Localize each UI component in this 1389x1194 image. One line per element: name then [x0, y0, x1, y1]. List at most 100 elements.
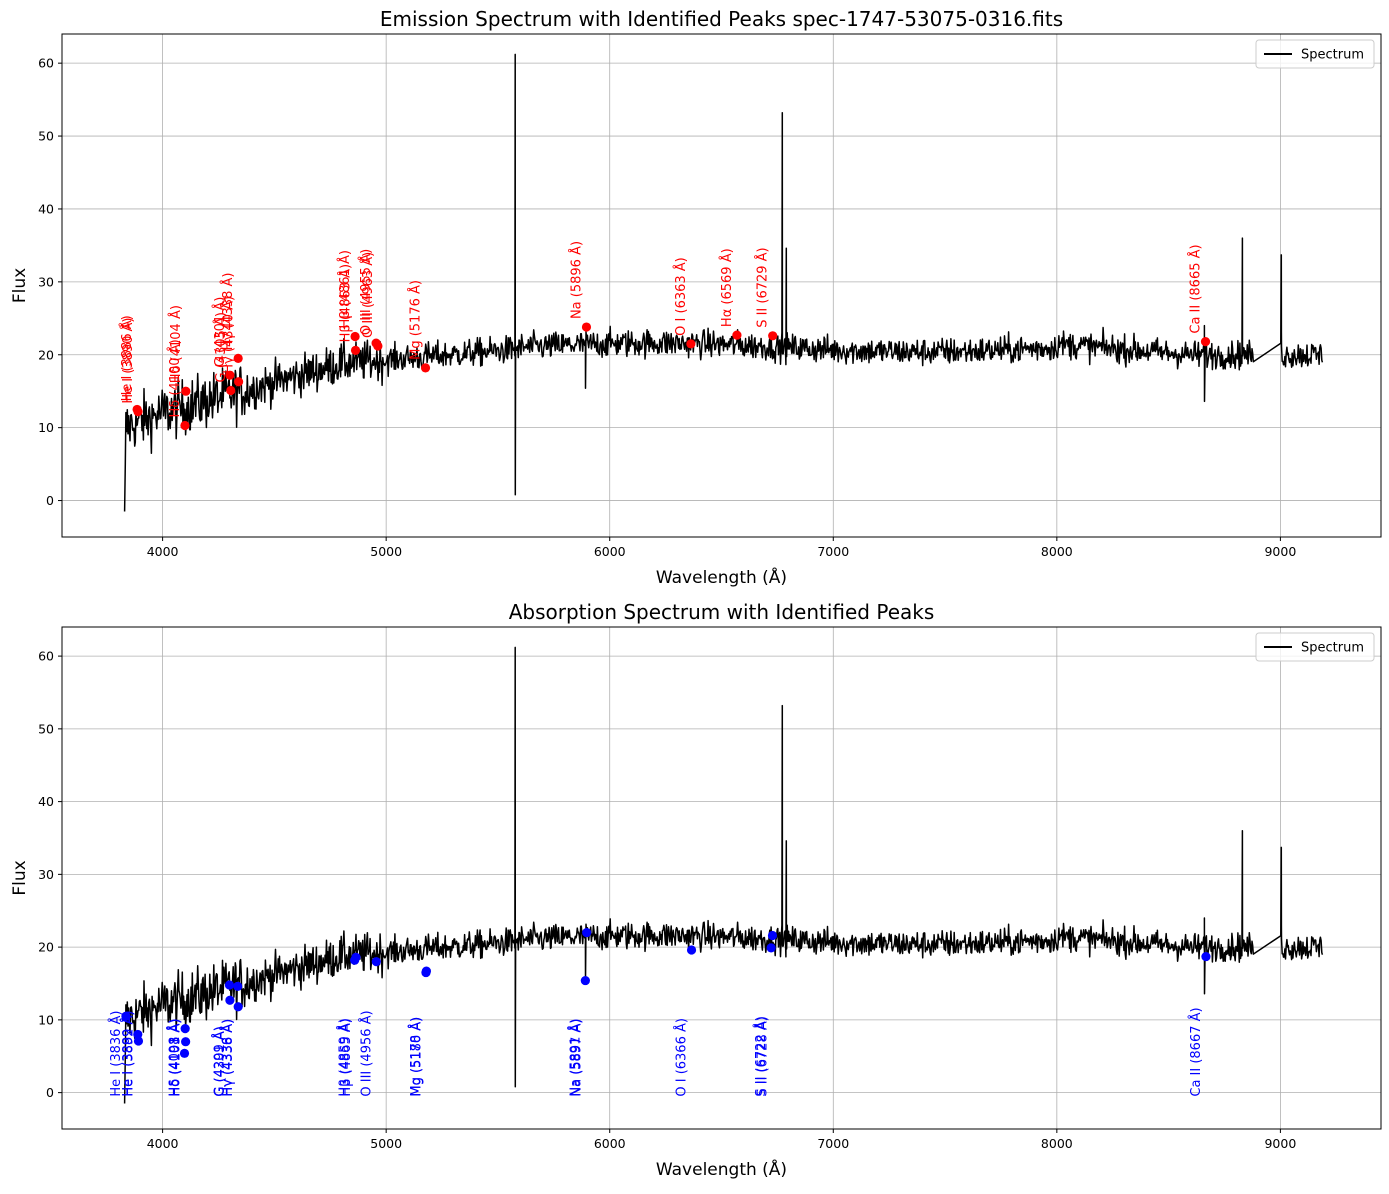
peak-marker	[121, 1011, 131, 1021]
axis-ticks: 4000 5000 6000 7000 8000 9000 0 10 20 30 40 50 60	[38, 649, 1296, 1151]
absorption-markers: He I (3836 Å)He I (3889 Å)He I (3892 Å) H…	[108, 927, 1211, 1097]
peak-label: Hδ (4100 Å)	[167, 339, 183, 417]
x-axis-label: Wavelength (Å)	[656, 1158, 787, 1180]
peak-label: Hα (6569 Å)	[719, 248, 735, 327]
peak-label: G (4305 Å)	[213, 312, 229, 382]
y-tick-label: 0	[46, 1085, 54, 1100]
peak-marker	[767, 930, 778, 941]
peak-label: Mg (5176 Å)	[408, 280, 424, 360]
plot-frame	[61, 626, 1382, 1130]
x-axis-label: Wavelength (Å)	[656, 566, 787, 588]
peak-marker	[421, 966, 432, 976]
chart-title: Emission Spectrum with Identified Peaks …	[380, 7, 1063, 31]
peak-marker	[225, 370, 235, 380]
peak-marker	[133, 407, 143, 417]
peak-marker	[179, 1048, 190, 1058]
peak-label: S II (6729 Å)	[755, 247, 771, 327]
x-tick-label: 8000	[1041, 1136, 1073, 1151]
x-tick-label: 4000	[147, 1136, 179, 1151]
peak-marker	[180, 1024, 190, 1034]
peak-marker	[580, 975, 590, 986]
peak-marker	[420, 363, 431, 373]
peak-label: He I (3892 Å)	[120, 1010, 136, 1096]
legend: Spectrum	[1255, 39, 1375, 69]
peak-label: Ca II (8665 Å)	[1188, 244, 1204, 333]
peak-marker	[226, 385, 236, 396]
peak-marker	[582, 927, 592, 938]
y-tick-label: 20	[38, 347, 54, 362]
peak-label: S II (6728 Å)	[754, 1016, 770, 1096]
peak-label: Na (5896 Å)	[568, 241, 584, 319]
y-tick-label: 50	[38, 129, 54, 144]
peak-label: Hδ (4101 Å)	[167, 1018, 183, 1096]
x-tick-label: 8000	[1041, 544, 1073, 559]
peak-label: Na (5891 Å)	[567, 1019, 583, 1097]
y-tick-label: 40	[38, 201, 54, 216]
y-tick-label: 40	[38, 794, 54, 809]
plot-frame	[61, 33, 1382, 538]
peak-marker	[224, 980, 235, 990]
y-tick-label: 0	[46, 493, 54, 508]
peak-label: S II (6722 Å)	[753, 1016, 769, 1096]
y-axis-label: Flux	[10, 860, 30, 895]
peak-label: Hγ (4340 Å)	[221, 296, 237, 374]
peak-marker	[180, 420, 190, 431]
peak-marker	[581, 322, 592, 332]
peak-label: He I (3889 Å)	[120, 1010, 136, 1096]
peak-marker	[371, 957, 381, 967]
legend-box	[1255, 632, 1375, 662]
spectrum-line	[123, 53, 1324, 512]
legend-label: Spectrum	[1301, 641, 1364, 656]
y-tick-label: 30	[38, 274, 54, 289]
x-tick-label: 7000	[817, 1136, 849, 1151]
y-tick-label: 20	[38, 940, 54, 955]
peak-label: Hδ (4103 Å)	[168, 1018, 184, 1096]
peak-marker	[1201, 951, 1211, 962]
peak-label: He I (3890 Å)	[120, 317, 136, 403]
peak-label: Ca II (8667 Å)	[1188, 1007, 1204, 1096]
x-tick-label: 5000	[370, 544, 402, 559]
peak-label: O I (6363 Å)	[673, 257, 689, 336]
peak-label: Na (5897 Å)	[569, 1019, 585, 1097]
peak-label: G (4301 Å)	[212, 297, 228, 367]
peak-marker	[350, 331, 360, 342]
peak-marker	[686, 945, 697, 955]
peak-marker	[351, 952, 361, 962]
peak-label: Hδ (4098 Å)	[167, 1018, 183, 1096]
peak-label: Hδ (4104 Å)	[168, 305, 184, 383]
chart-title: Absorption Spectrum with Identified Peak…	[509, 600, 935, 624]
peak-label: Hγ (4338 Å)	[220, 273, 236, 351]
peak-label: O III (4955 Å)	[358, 249, 374, 335]
peak-marker	[768, 331, 778, 341]
peak-marker	[233, 1002, 243, 1012]
peak-marker	[225, 995, 235, 1005]
peak-label: Hβ (4861 Å)	[337, 250, 353, 328]
absorption-panel: He I (3836 Å)He I (3889 Å)He I (3892 Å) H…	[10, 600, 1382, 1180]
y-tick-label: 10	[38, 1012, 54, 1027]
peak-marker	[1200, 337, 1211, 347]
peak-marker	[181, 386, 191, 396]
peak-marker	[732, 330, 742, 340]
y-tick-label: 10	[38, 420, 54, 435]
peak-label: Hβ (4865 Å)	[338, 1018, 354, 1096]
peak-marker	[234, 377, 244, 387]
x-tick-label: 9000	[1264, 544, 1296, 559]
peak-marker	[373, 341, 383, 351]
y-tick-label: 60	[38, 649, 54, 664]
peak-label: Hβ (4859 Å)	[337, 1018, 353, 1096]
axis-ticks: 4000 5000 6000 7000 8000 9000 0 10 20 30 40 50 60	[38, 56, 1296, 559]
peak-marker	[350, 345, 361, 355]
peak-marker	[686, 339, 696, 349]
x-tick-label: 6000	[594, 1136, 626, 1151]
emission-panel: He I (3886 Å)He I (3890 Å) Hδ (4100 Å)Hδ …	[10, 7, 1382, 588]
peak-label: Hγ (4336 Å)	[220, 1019, 236, 1097]
peak-label: G (4299 Å)	[211, 1026, 227, 1096]
peak-marker	[133, 1036, 144, 1046]
emission-markers: He I (3886 Å)He I (3890 Å) Hδ (4100 Å)Hδ …	[119, 241, 1211, 431]
peak-marker	[766, 943, 776, 953]
y-axis-label: Flux	[10, 268, 30, 303]
peak-label: Mg (5178 Å)	[408, 1017, 424, 1097]
x-tick-label: 9000	[1264, 1136, 1296, 1151]
